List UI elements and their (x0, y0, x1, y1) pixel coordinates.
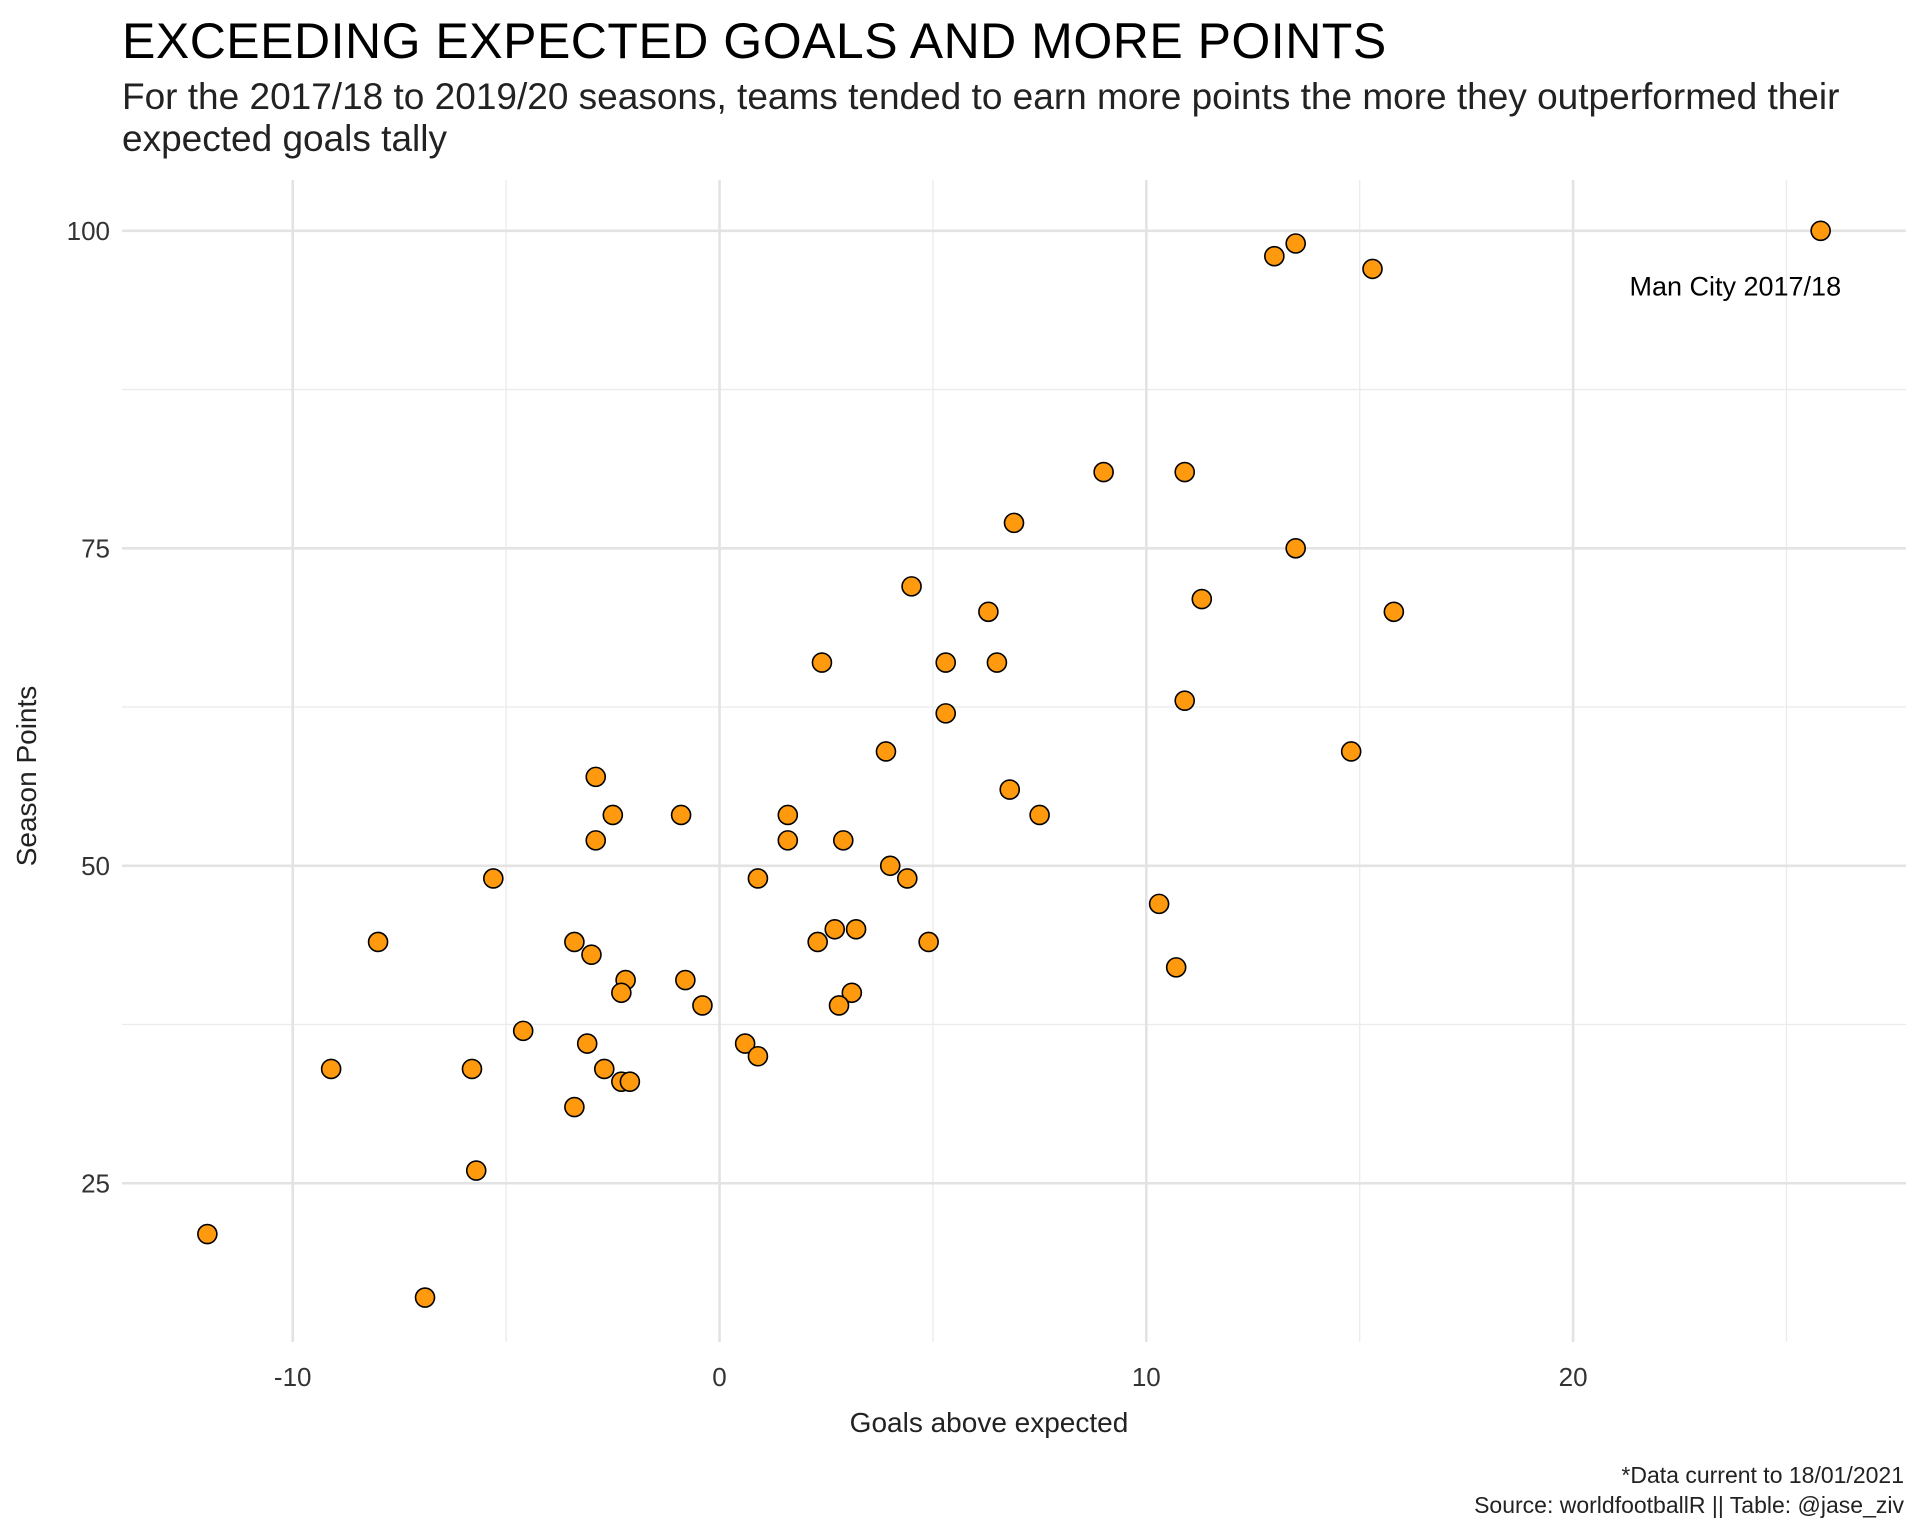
data-point (197, 1223, 218, 1245)
x-tick-label: -10 (274, 1362, 312, 1392)
x-tick-label: 0 (712, 1362, 726, 1392)
data-point (1165, 957, 1187, 978)
data-point (747, 1045, 769, 1067)
data-point (845, 918, 867, 940)
data-point (879, 855, 901, 877)
data-point (918, 931, 939, 953)
x-axis-ticks: -10 0 10 20 (274, 1362, 1588, 1392)
gridlines (122, 180, 1906, 1342)
data-point (897, 868, 918, 889)
data-point (1148, 893, 1170, 915)
source-credit: Source: worldfootballR || Table: @jase_z… (1474, 1492, 1904, 1518)
data-point (832, 830, 854, 851)
data-point (734, 1033, 756, 1054)
chart-subtitle: For the 2017/18 to 2019/20 seasons, team… (122, 76, 1840, 159)
data-point (564, 1096, 585, 1118)
data-point (811, 652, 833, 673)
chart-title: EXCEEDING EXPECTED GOALS AND MORE POINTS (122, 13, 1387, 69)
data-point (593, 1058, 615, 1080)
data-point (675, 969, 696, 991)
y-axis-ticks: 25 50 75 100 (67, 216, 110, 1198)
data-point (585, 830, 607, 851)
data-point (1362, 258, 1383, 280)
data-point (935, 703, 957, 724)
x-tick-label: 20 (1559, 1362, 1588, 1392)
data-point (692, 995, 713, 1016)
data-point (602, 804, 624, 826)
data-point (1810, 220, 1831, 242)
data-point (611, 982, 632, 1004)
data-point (367, 931, 389, 953)
data-point (747, 868, 769, 889)
data-point (581, 944, 602, 965)
data-point (1264, 245, 1285, 267)
data-point (465, 1160, 487, 1181)
data-point (483, 868, 504, 889)
data-point (1191, 588, 1213, 610)
data-point (1285, 233, 1306, 254)
y-axis-title: Season Points (11, 686, 42, 867)
data-point (875, 741, 897, 762)
data-point (585, 766, 607, 788)
data-point (619, 1071, 641, 1092)
data-point (901, 576, 922, 597)
y-tick-label: 75 (81, 533, 110, 563)
point-annotation: Man City 2017/18 (1629, 272, 1841, 302)
y-tick-label: 50 (81, 851, 110, 881)
data-point (824, 918, 846, 940)
data-point (564, 931, 585, 953)
x-axis-title: Goals above expected (850, 1407, 1129, 1438)
data-point (828, 995, 850, 1016)
x-tick-label: 10 (1132, 1362, 1161, 1392)
data-point (841, 982, 863, 1004)
data-point (978, 601, 999, 623)
data-point (1174, 690, 1196, 711)
data-note: *Data current to 18/01/2021 (1621, 1462, 1904, 1488)
data-point (807, 931, 828, 953)
data-point (512, 1020, 534, 1042)
data-point (1285, 537, 1306, 559)
data-point (777, 804, 799, 826)
data-point (461, 1058, 483, 1080)
data-point (777, 830, 799, 851)
data-point (1003, 512, 1025, 534)
data-point (670, 804, 692, 826)
data-points (197, 220, 1831, 1308)
y-tick-label: 25 (81, 1168, 110, 1198)
data-point (320, 1058, 342, 1080)
data-point (935, 652, 957, 673)
data-point (1174, 461, 1196, 483)
data-point (1340, 741, 1362, 762)
data-point (1383, 601, 1405, 623)
data-point (1029, 804, 1050, 826)
data-point (999, 779, 1021, 800)
data-point (414, 1287, 436, 1308)
data-point (576, 1033, 598, 1054)
y-tick-label: 100 (67, 216, 110, 246)
data-point (986, 652, 1008, 673)
data-point (1093, 461, 1114, 483)
annotations: Man City 2017/18 (1629, 272, 1841, 302)
